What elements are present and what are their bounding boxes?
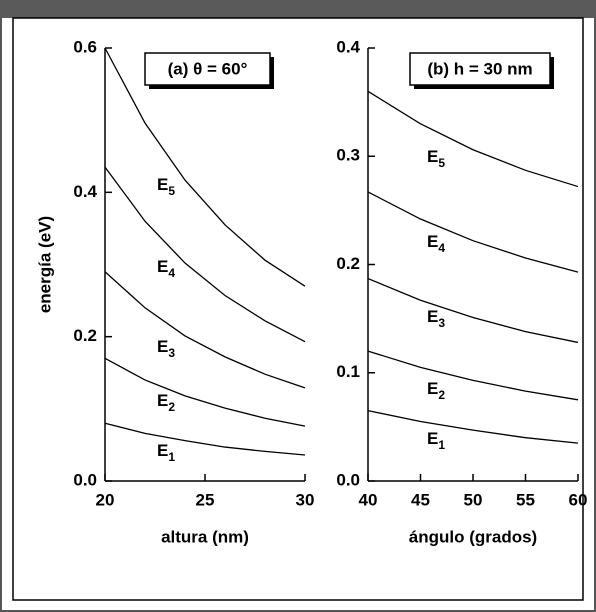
x-axis-label: ángulo (grados) — [409, 527, 537, 546]
curve — [367, 350, 579, 401]
series-label: E1 — [157, 441, 175, 464]
y-tick-label: 0.4 — [336, 37, 360, 56]
x-axis-label: altura (nm) — [161, 527, 249, 546]
curve — [104, 47, 306, 287]
series-label: E2 — [157, 391, 175, 414]
x-tick-label: 55 — [516, 490, 535, 509]
curve — [367, 90, 579, 188]
y-axis-label: energía (eV) — [35, 216, 54, 313]
x-tick-label: 60 — [569, 490, 588, 509]
series-label: E4 — [157, 257, 175, 280]
x-tick-label: 20 — [96, 490, 115, 509]
x-tick-label: 50 — [464, 490, 483, 509]
series-label: E5 — [157, 175, 175, 198]
annotation-box — [144, 52, 271, 86]
series-label: E1 — [427, 429, 445, 452]
annotation-box — [409, 52, 551, 86]
series-label: E3 — [427, 307, 445, 330]
y-tick-label: 0.0 — [336, 470, 360, 489]
y-tick-label: 0.2 — [73, 326, 97, 345]
curve — [367, 277, 579, 344]
curve — [367, 191, 579, 273]
y-tick-label: 0.2 — [336, 254, 360, 273]
y-tick-label: 0.3 — [336, 146, 360, 165]
y-tick-label: 0.0 — [73, 470, 97, 489]
x-tick-label: 40 — [359, 490, 378, 509]
y-tick-label: 0.6 — [73, 37, 97, 56]
y-tick-label: 0.4 — [73, 182, 97, 201]
annotation: (b) h = 30 nm — [427, 59, 532, 78]
annotation: (a) θ = 60° — [168, 59, 248, 78]
curve — [367, 410, 579, 444]
series-label: E4 — [427, 232, 445, 255]
curve — [104, 422, 306, 456]
x-tick-label: 25 — [196, 490, 215, 509]
curve — [104, 271, 306, 389]
top-bar — [0, 0, 596, 18]
curve — [104, 166, 306, 343]
series-label: E3 — [157, 337, 175, 360]
x-tick-label: 30 — [296, 490, 315, 509]
series-label: E5 — [427, 147, 445, 170]
curve — [104, 357, 306, 427]
inner-frame — [12, 17, 584, 601]
series-label: E2 — [427, 379, 445, 402]
y-tick-label: 0.1 — [336, 362, 360, 381]
x-tick-label: 45 — [411, 490, 430, 509]
